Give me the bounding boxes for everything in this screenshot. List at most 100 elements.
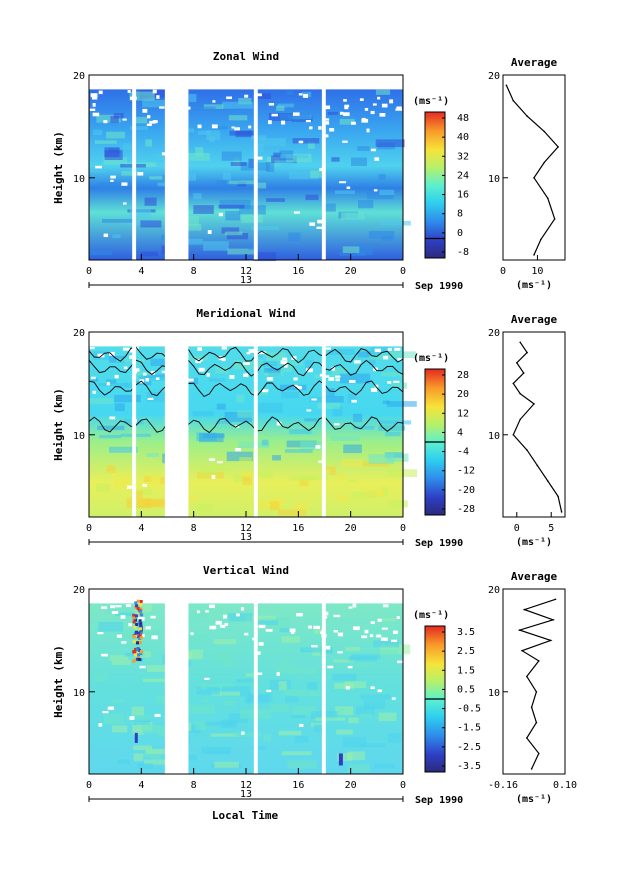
colorbar-tick-label: 0 xyxy=(457,228,463,239)
zonal-date-label: 13 xyxy=(240,275,252,286)
zonal-profile-point xyxy=(557,146,559,148)
colorbar-tick-label: 40 xyxy=(457,132,469,143)
meridional-wind-panel: Meridional Wind 20 10 Height (km) 0 4 8 12 16 20 0… xyxy=(52,307,566,549)
profile-x-tick-label: 0 xyxy=(514,523,520,534)
meridional-data-gap xyxy=(132,330,137,517)
vertical-profile-point xyxy=(523,608,526,611)
profile-x-tick-label: 5 xyxy=(548,523,554,534)
colorbar-tick-label: 1.5 xyxy=(457,665,475,676)
y-tick-label: 10 xyxy=(73,688,85,699)
meridional-profile-line xyxy=(512,341,563,513)
x-tick-label: 16 xyxy=(292,780,304,791)
y-tick-label: 20 xyxy=(73,328,85,339)
meridional-month-label: Sep 1990 xyxy=(415,538,463,549)
colorbar-tick-label: 3.5 xyxy=(457,627,475,638)
colorbar-tick-label: -2.5 xyxy=(457,742,481,753)
colorbar-tick-label: -4 xyxy=(457,447,469,458)
vertical-profile-frame xyxy=(502,588,566,775)
profile-y-tick-label: 10 xyxy=(488,688,500,699)
profile-x-tick-label: 0 xyxy=(500,266,506,277)
x-tick-label: 4 xyxy=(138,780,144,791)
colorbar-tick-label: 20 xyxy=(457,389,469,400)
vertical-profile-unit: (ms⁻¹) xyxy=(516,794,552,805)
vertical-profile-point xyxy=(518,629,521,631)
meridional-profile-point xyxy=(519,341,521,344)
x-tick-label: 8 xyxy=(191,780,197,791)
x-tick-label: 20 xyxy=(345,266,357,277)
vertical-date-label: 13 xyxy=(240,789,252,800)
colorbar-tick-label: 8 xyxy=(457,209,463,220)
colorbar-tick-label: -3.5 xyxy=(457,761,481,772)
vertical-month-label: Sep 1990 xyxy=(415,795,463,806)
meridional-profile-point xyxy=(512,434,515,436)
zonal-profile-point xyxy=(540,238,542,241)
vertical-profile-point xyxy=(535,721,538,724)
x-tick-label: 8 xyxy=(191,266,197,277)
x-tick-label: 0 xyxy=(400,523,406,534)
vertical-profile-point xyxy=(538,660,540,662)
colorbar-tick-label: -12 xyxy=(457,466,475,477)
meridional-profile-title: Average xyxy=(511,313,558,326)
meridional-profile-frame xyxy=(502,331,566,518)
zonal-profile-line xyxy=(505,85,559,256)
meridional-profile-point xyxy=(519,418,521,421)
meridional-data-gap xyxy=(253,330,258,517)
zonal-profile-unit: (ms⁻¹) xyxy=(516,280,552,291)
x-tick-label: 20 xyxy=(345,523,357,534)
vertical-profile-point xyxy=(521,649,523,652)
zonal-data-gap xyxy=(132,73,137,260)
meridional-date-label: 13 xyxy=(240,532,252,543)
zonal-profile-point xyxy=(526,115,528,117)
profile-x-tick-label: 10 xyxy=(531,266,543,277)
x-axis-label: Local Time xyxy=(212,809,279,822)
zonal-profile-point xyxy=(512,99,515,102)
colorbar-tick-label: 2.5 xyxy=(457,646,475,657)
colorbar-tick-label: 48 xyxy=(457,113,469,124)
x-tick-label: 0 xyxy=(86,523,92,534)
colorbar-tick-label: -0.5 xyxy=(457,704,481,715)
zonal-profile-point xyxy=(543,161,546,164)
vertical-wind-panel: Vertical Wind 20 10 Height (km) 0 4 8 12 16 20 0 13… xyxy=(52,564,577,822)
zonal-profile-point xyxy=(553,218,556,220)
x-tick-label: 12 xyxy=(240,266,252,277)
zonal-data-gap xyxy=(164,73,189,260)
zonal-profile-title: Average xyxy=(511,56,558,69)
meridional-profile-point xyxy=(516,362,518,364)
zonal-colorbar xyxy=(424,111,446,259)
meridional-data-gap xyxy=(321,330,326,517)
zonal-profile-point xyxy=(547,197,549,200)
y-tick-label: 10 xyxy=(73,174,85,185)
vertical-profile-point xyxy=(538,752,540,755)
x-tick-label: 0 xyxy=(86,780,92,791)
zonal-month-label: Sep 1990 xyxy=(415,281,463,292)
colorbar-tick-label: 0.5 xyxy=(457,684,475,695)
vertical-data-gap xyxy=(253,587,258,774)
meridional-profile-point xyxy=(522,372,525,374)
vertical-colorbar-unit: (ms⁻¹) xyxy=(413,610,449,621)
colorbar-tick-label: 28 xyxy=(457,370,469,381)
zonal-profile-point xyxy=(505,84,508,87)
x-tick-label: 16 xyxy=(292,266,304,277)
meridional-profile-point xyxy=(557,495,559,498)
colorbar-tick-label: -1.5 xyxy=(457,723,481,734)
zonal-title: Zonal Wind xyxy=(213,50,279,63)
profile-y-tick-label: 10 xyxy=(488,174,500,185)
meridional-profile-point xyxy=(519,392,521,395)
y-tick-label: 10 xyxy=(73,431,85,442)
zonal-texture xyxy=(89,89,411,262)
meridional-profile-unit: (ms⁻¹) xyxy=(516,537,552,548)
zonal-profile-point xyxy=(533,254,535,256)
x-tick-label: 12 xyxy=(240,780,252,791)
meridional-y-axis-label: Height (km) xyxy=(52,388,65,461)
colorbar-tick-label: 32 xyxy=(457,151,469,162)
vertical-profile-line xyxy=(517,598,556,770)
zonal-data-gap xyxy=(321,73,326,260)
x-tick-label: 12 xyxy=(240,523,252,534)
meridional-profile-point xyxy=(533,403,535,405)
x-tick-label: 20 xyxy=(345,780,357,791)
colorbar-tick-label: -8 xyxy=(457,247,469,258)
x-tick-label: 8 xyxy=(191,523,197,534)
profile-y-tick-label: 20 xyxy=(488,71,500,82)
profile-y-tick-label: 10 xyxy=(488,431,500,442)
profile-x-tick-label: -0.16 xyxy=(488,780,518,791)
